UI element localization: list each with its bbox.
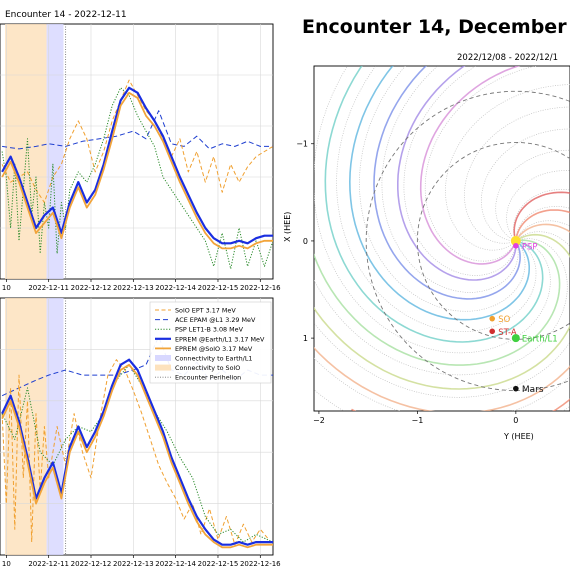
x-tick-label: 2022-12-16	[240, 560, 281, 568]
field-line	[351, 209, 570, 411]
label-earth-l1: Earth/L1	[522, 335, 558, 345]
field-line	[314, 233, 570, 390]
shaded-connectivity-to-earth-l1	[46, 298, 64, 555]
x-tick-label: −1	[411, 416, 423, 425]
x-tick-label: 2022-12-11	[28, 560, 69, 568]
y-tick-label: 1	[303, 334, 308, 343]
legend-label: EPREM @SolO 3.17 MeV	[175, 345, 253, 353]
shaded-connectivity-to-earth-l1	[46, 24, 64, 279]
parker-spiral	[495, 149, 570, 240]
shaded-connectivity-to-solo	[5, 298, 47, 555]
x-tick-label: 2022-12-13	[113, 284, 154, 292]
field-line	[397, 66, 517, 281]
x-tick-label: 2022-12-13	[113, 560, 154, 568]
legend-label: SolO EPT 3.17 MeV	[175, 307, 236, 315]
label-mars: Mars	[522, 385, 544, 395]
orbit-plot-frame	[313, 65, 570, 412]
top-panel-title: Encounter 14 - 2022-12-11	[5, 10, 127, 20]
parker-spiral	[314, 220, 570, 411]
series-eprem-solo-3-17-mev	[1, 363, 273, 549]
x-tick-label: 2022-12-14	[155, 560, 196, 568]
orbit-ylabel: X (HEE)	[283, 212, 292, 242]
orbit-panel: PSP SO ST-A Earth/L1 Mars −2 −1 0 −1 0 1	[296, 65, 570, 425]
plot-area	[0, 298, 273, 555]
field-line	[373, 66, 521, 300]
parker-spiral	[513, 189, 570, 238]
orbit-area: PSP SO ST-A Earth/L1 Mars	[314, 66, 570, 411]
field-line	[419, 66, 521, 265]
series-solo-ept-3-17-mev	[1, 359, 270, 546]
field-line	[513, 191, 570, 237]
parker-spiral	[506, 170, 570, 239]
x-tick-label: 10	[2, 284, 11, 292]
label-psp: PSP	[522, 242, 538, 252]
series-eprem-solo-3-17-mev	[1, 91, 273, 250]
x-tick-label: 2022-12-16	[240, 284, 281, 292]
legend-swatch-connectivity-to-earth-l1	[155, 355, 171, 361]
parker-spiral	[314, 66, 551, 354]
series-eprem-earth-l1-3-17-mev	[1, 86, 273, 245]
orbit-xlabel: Y (HEE)	[503, 432, 534, 441]
body-earth-l1	[511, 334, 520, 343]
bottom-plot-frame	[0, 297, 274, 556]
legend-label: Connectivity to SolO	[175, 364, 240, 372]
top-plot-frame	[0, 23, 274, 280]
x-tick-label: 0	[513, 416, 518, 425]
parker-spiral	[336, 66, 537, 332]
legend-label: Connectivity to Earth/L1	[175, 355, 252, 363]
legend-label: PSP LET1-B 3.08 MeV	[175, 326, 244, 334]
x-tick-label: 2022-12-15	[198, 560, 239, 568]
parker-spiral	[403, 66, 516, 276]
field-line	[324, 66, 544, 343]
parker-spiral	[480, 128, 570, 242]
x-tick-label: 2022-12-12	[71, 284, 112, 292]
body-so	[489, 315, 496, 322]
legend-swatch-connectivity-to-solo	[155, 364, 171, 371]
parker-spiral	[314, 206, 570, 411]
body-psp	[513, 242, 519, 249]
field-line	[348, 66, 530, 321]
x-tick-label: 10	[2, 560, 11, 568]
field-line	[314, 239, 561, 366]
legend-label: ACE EPAM @L1 3.29 MeV	[175, 316, 256, 324]
label-st-a: ST-A	[498, 328, 517, 338]
shaded-connectivity-to-solo	[5, 24, 47, 279]
body-mars	[513, 385, 519, 392]
parker-spiral	[314, 231, 570, 398]
x-tick-label: 2022-12-11	[28, 284, 69, 292]
bottom-panel: 10 2022-12-11 2022-12-12 2022-12-13 2022-12-…	[0, 297, 281, 568]
body-st-a	[489, 328, 496, 335]
series-solo-ept-3-17-mev	[1, 79, 273, 203]
legend-label: Encounter Perihelion	[175, 374, 241, 382]
figure-title: Encounter 14, December	[302, 16, 567, 38]
plot-area	[0, 24, 273, 279]
field-line	[314, 223, 570, 411]
sun-marker	[510, 235, 521, 246]
orbit-title: 2022/12/08 - 2022/12/1	[457, 53, 558, 63]
parker-spiral	[464, 106, 570, 244]
legend-label: EPREM @Earth/L1 3.17 MeV	[175, 335, 265, 343]
parker-spiral	[314, 238, 568, 376]
y-tick-label: 0	[303, 237, 308, 246]
parker-spiral	[359, 66, 526, 312]
series-eprem-earth-l1-3-17-mev	[1, 358, 273, 546]
top-panel: 10 2022-12-11 2022-12-12 2022-12-13 2022-12-…	[0, 23, 281, 292]
parker-spiral	[445, 84, 570, 251]
parker-spiral	[424, 66, 538, 262]
y-tick-label: −1	[296, 140, 308, 149]
parker-spiral	[381, 66, 519, 293]
x-tick-label: −2	[313, 416, 325, 425]
label-so: SO	[498, 315, 510, 325]
x-tick-label: 2022-12-15	[198, 284, 239, 292]
earth-orbit	[416, 142, 570, 340]
x-tick-label: 2022-12-14	[155, 284, 196, 292]
x-tick-label: 2022-12-12	[71, 560, 112, 568]
